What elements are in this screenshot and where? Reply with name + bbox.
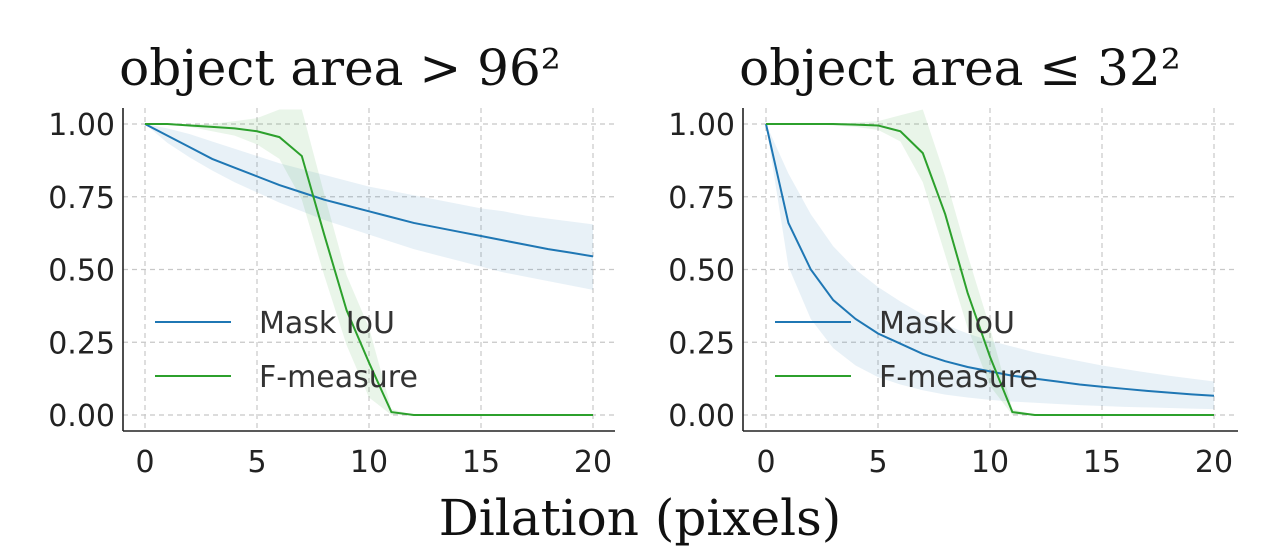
x-tick-label: 5 [868, 445, 887, 480]
legend-label-mask-iou: Mask IoU [259, 306, 395, 341]
x-tick-label: 15 [1083, 445, 1121, 480]
x-tick-label: 0 [756, 445, 775, 480]
chart-panel-2: object area ≤ 32² 0 5 10 15 20 0.00 0.25 0.50 0.7… [668, 39, 1238, 480]
y-tick-label: 0.00 [668, 399, 735, 434]
x-tick-label: 5 [247, 445, 266, 480]
y-tick-label: 0.25 [48, 326, 115, 361]
legend-label-f-measure: F-measure [879, 360, 1038, 395]
y-tick-label: 0.25 [668, 326, 735, 361]
series-line-mask-iou [144, 123, 594, 258]
x-tick-label: 20 [1195, 445, 1233, 480]
y-tick-label: 1.00 [668, 108, 735, 143]
series-line-f-measure [766, 123, 1214, 416]
series-line-mask-iou [765, 123, 1215, 397]
y-tick-label: 0.75 [668, 181, 735, 216]
x-tick-label: 10 [350, 445, 388, 480]
y-tick-label: 0.50 [668, 254, 735, 289]
series-line-f-measure [145, 123, 593, 416]
x-tick-label: 0 [135, 445, 154, 480]
confidence-band-mask-iou [145, 124, 593, 290]
x-tick-label: 10 [971, 445, 1009, 480]
shared-x-axis-label: Dilation (pixels) [439, 489, 842, 547]
confidence-band-mask-iou [766, 124, 1214, 410]
legend-label-mask-iou: Mask IoU [879, 306, 1015, 341]
confidence-band-f-measure [145, 109, 593, 415]
y-tick-label: 0.75 [48, 181, 115, 216]
y-tick-label: 0.00 [48, 399, 115, 434]
chart-panel-1: object area > 96² 0 5 10 15 20 0.00 0.25 0.50 0.7… [48, 39, 615, 480]
y-tick-label: 0.50 [48, 254, 115, 289]
x-tick-label: 15 [462, 445, 500, 480]
chart-title: object area > 96² [119, 39, 561, 97]
legend-label-f-measure: F-measure [259, 360, 418, 395]
x-tick-label: 20 [574, 445, 612, 480]
y-tick-label: 1.00 [48, 108, 115, 143]
chart-title: object area ≤ 32² [739, 39, 1181, 97]
